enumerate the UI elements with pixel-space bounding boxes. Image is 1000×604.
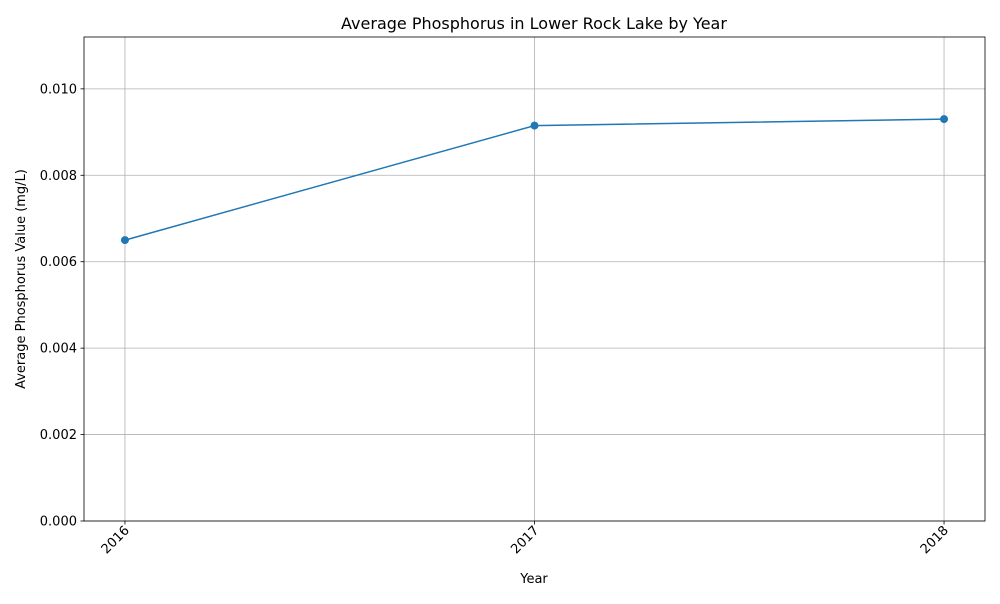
plot-frame — [83, 36, 986, 522]
y-axis-label: Average Phosphorus Value (mg/L) — [14, 169, 29, 389]
axes — [80, 36, 986, 525]
x-tick-label: 2018 — [918, 523, 952, 557]
data-point — [530, 121, 539, 130]
y-tick-label: 0.002 — [40, 428, 77, 443]
y-tick-label: 0.010 — [40, 82, 77, 97]
plot-data — [120, 115, 949, 245]
y-tick-label: 0.008 — [40, 169, 77, 184]
data-point — [940, 115, 949, 124]
grid-lines — [84, 37, 985, 522]
y-tick-label: 0.006 — [40, 255, 77, 270]
y-tick-label: 0.004 — [40, 342, 77, 357]
tick-labels: 0.000 0.002 0.004 0.006 0.008 0.010 2016 2017 20… — [40, 82, 952, 557]
data-point — [120, 236, 129, 245]
y-tick-label: 0.000 — [40, 515, 77, 530]
x-tick-label: 2017 — [508, 523, 542, 557]
x-tick-label: 2016 — [99, 523, 133, 557]
chart-title: Average Phosphorus in Lower Rock Lake by… — [341, 14, 727, 33]
x-axis-label: Year — [519, 572, 548, 587]
